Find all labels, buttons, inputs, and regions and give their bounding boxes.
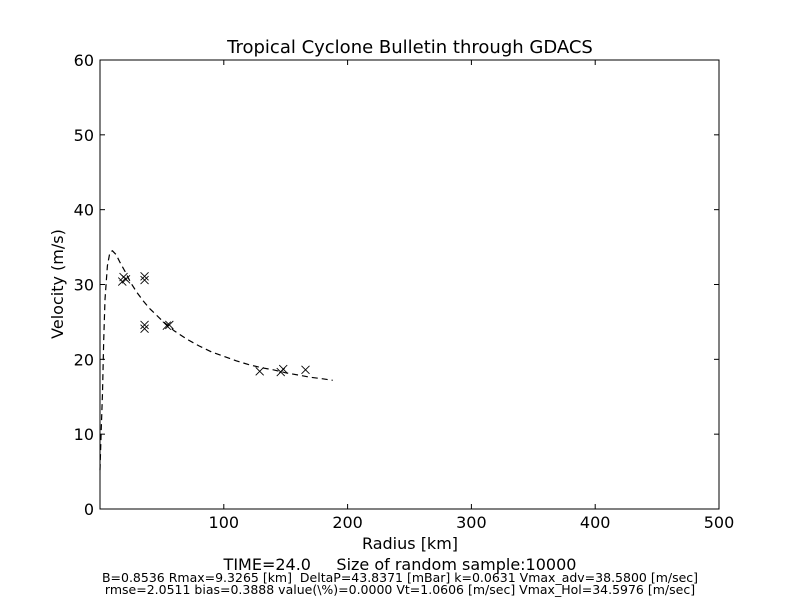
data-point-marker [278, 364, 288, 374]
y-axis: 0 10 20 30 40 50 60 [74, 51, 719, 519]
x-axis-label: Radius [km] [362, 534, 458, 553]
y-tick-label: 30 [74, 276, 94, 295]
y-tick-label: 10 [74, 425, 94, 444]
data-point-marker [165, 320, 174, 330]
x-tick-label: 100 [209, 513, 240, 532]
y-tick-label: 0 [84, 500, 94, 519]
plot-content [99, 250, 333, 471]
data-point-marker [140, 324, 149, 333]
x-tick-label: 200 [332, 513, 363, 532]
data-point-marker [255, 366, 265, 376]
chart-title: Tropical Cyclone Bulletin through GDACS [226, 37, 593, 58]
x-tick-label: 300 [456, 513, 487, 532]
x-axis: 100 200 300 400 500 [209, 60, 735, 532]
y-tick-label: 20 [74, 350, 94, 369]
y-tick-label: 60 [74, 51, 94, 70]
x-tick-label: 400 [580, 513, 611, 532]
data-point-marker [121, 274, 131, 284]
data-point-marker [140, 275, 149, 285]
data-point-marker [140, 271, 149, 281]
dashed-fit-curve [99, 250, 333, 471]
annotation-time-sample: TIME=24.0 Size of random sample:10000 [223, 555, 577, 574]
x-tick-label: 500 [704, 513, 735, 532]
annotation-parameters: B=0.8536 Rmax=9.3265 [km] DeltaP=43.8371… [102, 570, 698, 585]
y-tick-label: 50 [74, 126, 94, 145]
data-point-marker [301, 365, 310, 375]
data-point-marker [140, 320, 149, 330]
y-tick-label: 40 [74, 201, 94, 220]
annotation-errors: rmse=2.0511 bias=0.3888 value(\%)=0.0000… [105, 582, 695, 597]
y-axis-label: Velocity (m/s) [48, 229, 67, 339]
